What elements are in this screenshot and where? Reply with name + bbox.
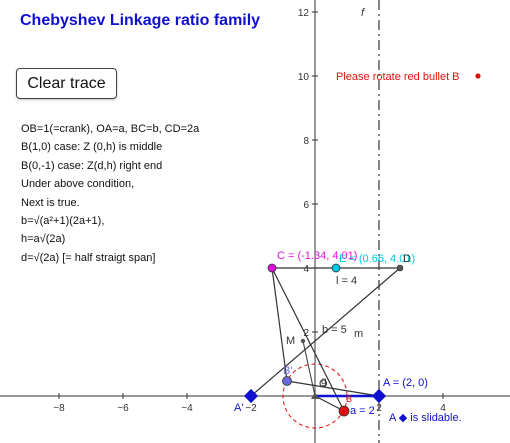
y-tick-label: 8 — [303, 136, 309, 147]
label-E: E = (0.66, 4.01) — [339, 253, 415, 265]
point-Bprime[interactable] — [282, 376, 292, 386]
point-Aprime[interactable] — [243, 388, 259, 404]
y-tick-label: 12 — [298, 8, 310, 19]
y-tick-label: 2 — [303, 328, 309, 339]
page-title: Chebyshev Linkage ratio family — [20, 12, 261, 29]
point-E[interactable] — [331, 263, 341, 273]
point-C[interactable] — [267, 263, 277, 273]
label-M: M — [286, 335, 295, 347]
label-C: C = (-1.34, 4.01) — [277, 250, 357, 262]
line-f-label: f — [361, 7, 365, 19]
label-a: a = 2 — [350, 405, 375, 417]
description-line: B(1,0) case: Z (0,h) is middle — [21, 141, 163, 154]
description-line: h=a√(2a) — [21, 233, 66, 246]
y-tick-label: 4 — [303, 264, 309, 275]
x-tick-label: −8 — [53, 403, 65, 414]
y-tick-label: 6 — [303, 200, 309, 211]
label-A: A = (2, 0) — [383, 377, 428, 389]
segment-C-B — [271, 267, 345, 412]
description-line: B(0,-1) case: Z(d,h) right end — [21, 159, 163, 172]
segment-Bprime-A — [286, 380, 380, 397]
description-line: b=√(a²+1)(2a+1), — [21, 214, 105, 227]
label-m: m — [354, 328, 363, 340]
label-O: O — [319, 378, 328, 390]
x-tick-label: −6 — [117, 403, 129, 414]
point-A[interactable] — [371, 388, 387, 404]
slidable-note: A ◆ is slidable. — [389, 412, 462, 424]
segment-C-Bprime — [271, 267, 288, 382]
segment-O-B — [314, 395, 345, 412]
label-l: l = 4 — [336, 275, 357, 287]
point-M — [300, 338, 306, 344]
point-O — [311, 392, 319, 399]
label-b: b = 5 — [322, 324, 347, 336]
rotate-bullet-icon — [475, 73, 481, 79]
clear-trace-button[interactable]: Clear trace — [16, 68, 117, 99]
x-tick-label: −4 — [181, 403, 193, 414]
y-tick-label: 10 — [298, 72, 310, 83]
label-Bprime: B' — [283, 365, 292, 377]
label-Aprime: A' — [234, 402, 243, 414]
description-text: OB=1(=crank), OA=a, BC=b, CD=2a B(1,0) c… — [21, 120, 199, 267]
description-line: OB=1(=crank), OA=a, BC=b, CD=2a — [21, 123, 200, 135]
segment-M-O — [302, 340, 316, 397]
x-tick-label: −2 — [245, 403, 257, 414]
label-D: D — [403, 253, 411, 265]
x-tick-label: 4 — [440, 403, 446, 414]
description-line: Under above condition, — [21, 178, 135, 191]
rotate-note: Please rotate red bullet B — [336, 71, 460, 83]
description-line: d=√(2a) [= half straigt span] — [21, 251, 156, 264]
segment-D-Aprime — [250, 267, 401, 397]
point-D[interactable] — [396, 264, 404, 272]
label-B-small: B — [346, 394, 352, 404]
point-B-red[interactable] — [338, 405, 350, 417]
label-g: g — [321, 376, 327, 387]
description-line: Next is true. — [21, 196, 80, 209]
